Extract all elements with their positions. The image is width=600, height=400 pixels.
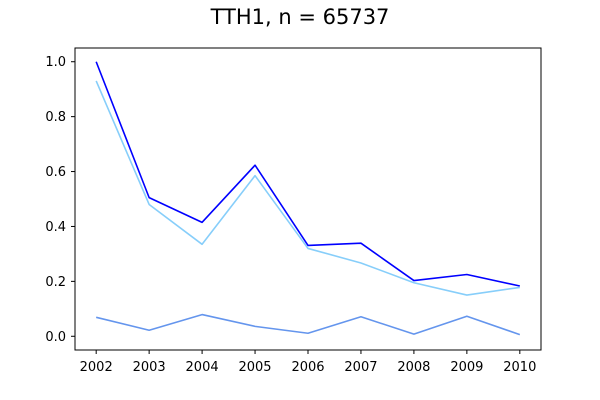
y-axis: 0.0 0.2 0.4 0.6 0.8 1.0 (45, 55, 75, 345)
x-tick-label: 2007 (344, 360, 377, 375)
x-tick-label: 2008 (397, 360, 430, 375)
y-tick-label: 0.4 (45, 220, 66, 235)
plot-area (95, 61, 521, 336)
x-tick-label: 2009 (450, 360, 483, 375)
y-tick-label: 0.0 (45, 330, 66, 345)
x-tick-label: 2006 (291, 360, 324, 375)
x-axis: 2002 2003 2004 2005 2006 2007 2008 2009 2010 (80, 350, 536, 375)
series-line-2 (95, 80, 520, 296)
y-tick-label: 0.6 (45, 165, 66, 180)
series-line-3 (95, 313, 521, 336)
x-tick-label: 2002 (80, 360, 113, 375)
axes-frame (74, 47, 542, 351)
y-tick-label: 1.0 (45, 55, 66, 70)
x-tick-label: 2004 (186, 360, 219, 375)
y-tick-label: 0.8 (45, 110, 66, 125)
y-tick-label: 0.2 (45, 275, 66, 290)
x-tick-label: 2003 (133, 360, 166, 375)
x-tick-label: 2010 (503, 360, 536, 375)
chart-title: TTH1, n = 65737 (210, 5, 390, 29)
x-tick-label: 2005 (238, 360, 271, 375)
series-line-1 (95, 61, 520, 287)
